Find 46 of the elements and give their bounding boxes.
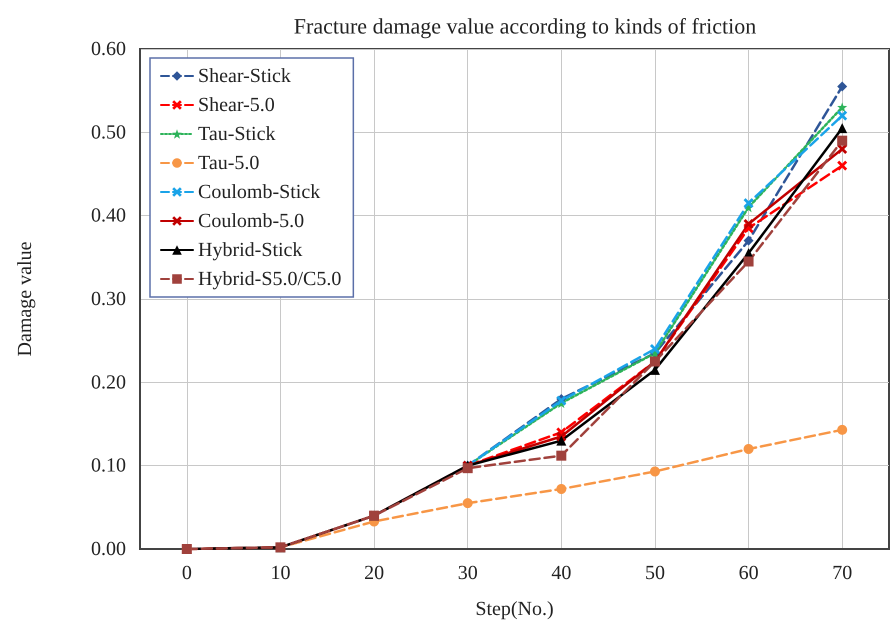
y-tick-label: 0.00 <box>91 538 126 560</box>
y-tick-label: 0.20 <box>91 371 126 394</box>
x-tick-label: 70 <box>832 562 852 584</box>
legend-label: Coulomb-Stick <box>198 181 320 203</box>
x-tick-label: 0 <box>182 562 192 584</box>
point <box>650 466 660 476</box>
point <box>837 102 848 112</box>
point <box>744 236 754 246</box>
point <box>837 136 848 146</box>
point <box>837 82 848 92</box>
x-tick-label: 60 <box>738 562 759 584</box>
point <box>837 424 848 435</box>
legend-label: Tau-5.0 <box>198 152 260 174</box>
y-tick-label: 0.40 <box>91 204 126 227</box>
y-axis-title: Damage value <box>14 241 36 356</box>
point <box>462 498 473 508</box>
point <box>837 160 848 171</box>
x-tick-label: 10 <box>270 562 290 584</box>
y-tick-label: 0.60 <box>91 38 126 60</box>
point <box>744 256 754 266</box>
x-axis-title: Step(No.) <box>475 598 554 620</box>
point <box>837 110 848 121</box>
legend-label: Hybrid-S5.0/C5.0 <box>198 268 342 290</box>
point <box>462 463 473 474</box>
legend-label: Shear-5.0 <box>198 94 275 116</box>
x-tick-label: 50 <box>644 562 665 584</box>
legend-label: Tau-Stick <box>198 123 276 145</box>
x-tick-label: 40 <box>551 562 572 584</box>
point <box>744 219 754 229</box>
point <box>556 436 566 446</box>
y-tick-label: 0.10 <box>91 454 126 477</box>
point <box>744 198 754 208</box>
point <box>837 123 848 134</box>
legend-label: Coulomb-5.0 <box>198 210 304 232</box>
legend-label: Shear-Stick <box>198 65 291 87</box>
point <box>744 444 754 454</box>
point <box>837 144 848 154</box>
point <box>556 450 566 461</box>
y-tick-label: 0.30 <box>91 288 126 310</box>
x-tick-label: 20 <box>364 562 384 584</box>
point <box>556 484 566 494</box>
point <box>650 344 660 354</box>
legend-label: Hybrid-Stick <box>198 239 302 261</box>
x-tick-label: 30 <box>458 562 478 584</box>
chart-title: Fracture damage value according to kinds of friction <box>294 14 756 38</box>
y-tick-label: 0.50 <box>91 121 126 144</box>
